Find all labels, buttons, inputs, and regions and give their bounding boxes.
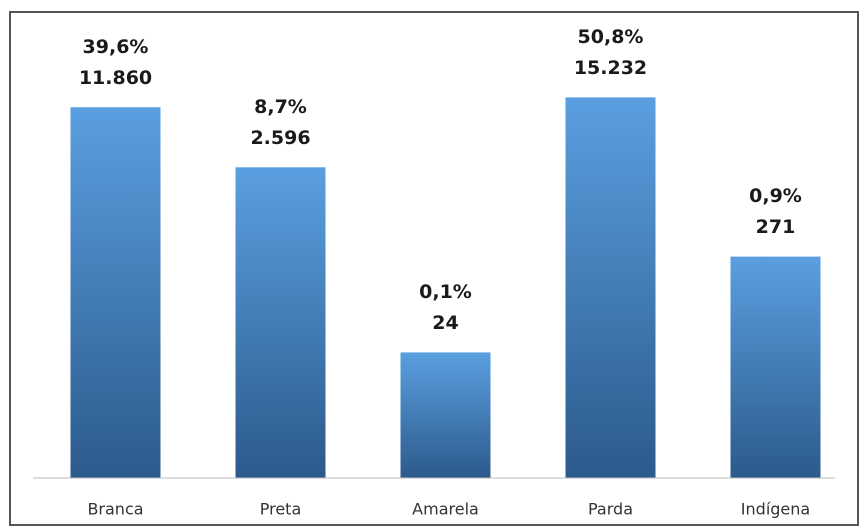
bar: [400, 352, 491, 478]
x-tick-label: Preta: [260, 500, 302, 519]
x-tick-label: Indígena: [741, 500, 810, 519]
value-label: 24: [432, 312, 458, 334]
bar: [730, 256, 821, 478]
percentage-label: 8,7%: [254, 96, 307, 118]
bar: [565, 97, 656, 479]
value-label: 11.860: [79, 67, 152, 89]
x-tick-label: Amarela: [412, 500, 479, 519]
percentage-label: 39,6%: [83, 36, 149, 58]
value-label: 2.596: [250, 127, 310, 149]
bar: [70, 107, 161, 478]
percentage-label: 0,1%: [419, 281, 472, 303]
value-label: 15.232: [574, 57, 647, 79]
value-label: 271: [756, 216, 796, 238]
x-tick-label: Parda: [588, 500, 633, 519]
x-tick-label: Branca: [87, 500, 143, 519]
percentage-label: 0,9%: [749, 185, 802, 207]
percentage-label: 50,8%: [578, 26, 644, 48]
bar: [235, 167, 326, 478]
